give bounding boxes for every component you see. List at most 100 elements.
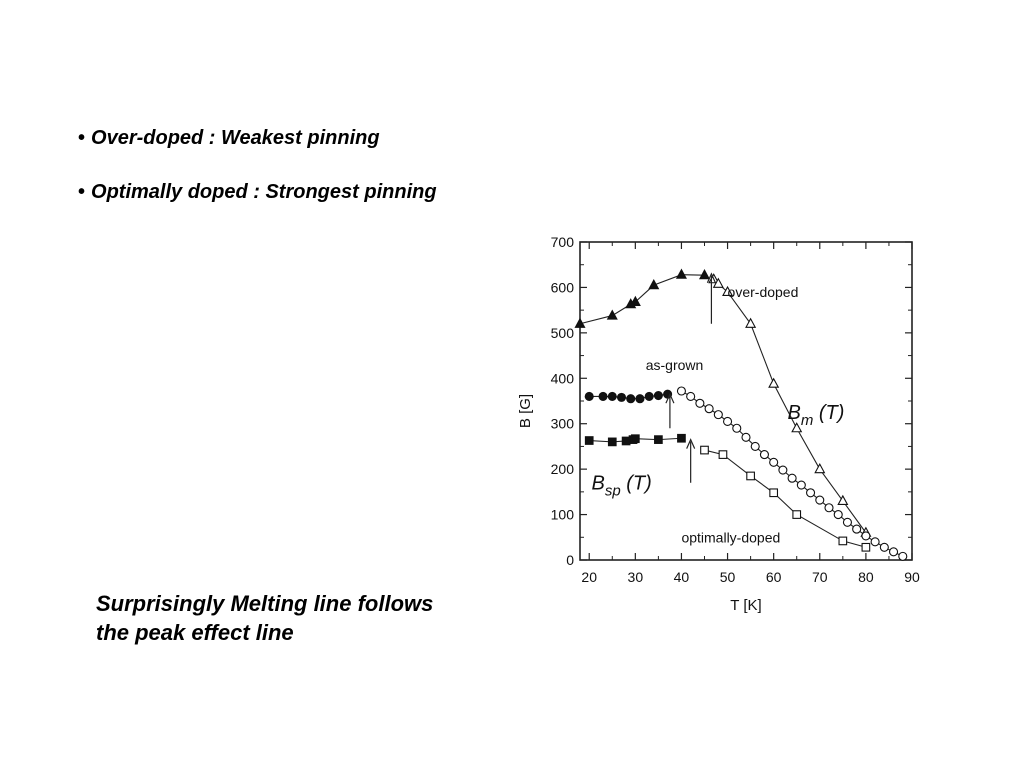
y-tick-label: 0 [566,552,574,568]
data-point [686,391,696,402]
data-point [852,524,862,534]
annotation-arrow [686,438,696,483]
data-point [769,488,779,498]
data-point [898,551,908,561]
annotation-label: Bm (T) [788,402,845,429]
data-point [653,390,663,401]
arrow-head [706,272,716,284]
data-point [741,432,751,442]
x-tick-label: 80 [858,569,874,585]
arrow-head [686,438,696,449]
series-over-doped [574,268,711,328]
data-point [607,391,617,402]
x-tick-label: 30 [628,569,644,585]
data-point [723,416,733,426]
data-point [745,317,757,328]
data-point [889,547,899,557]
data-point [838,536,848,546]
data-point [759,450,769,460]
annotation-label: over-doped [728,284,799,300]
data-point [732,423,742,433]
data-point [584,436,594,445]
bullet-optimally-doped: • Optimally doped : Strongest pinning [78,181,437,204]
x-axis-label: T [K] [730,597,761,614]
y-tick-label: 500 [551,325,575,341]
data-point [644,391,654,402]
data-point [746,471,755,481]
data-point [630,434,640,444]
bullet-text: Optimally doped : Strongest pinning [91,181,437,203]
annotation-label: optimally-doped [681,529,780,545]
data-point [606,309,618,320]
data-point [768,377,780,388]
data-point [695,398,705,408]
y-tick-label: 300 [551,416,575,432]
annotation-arrow [665,392,675,429]
data-point [677,433,686,443]
data-point [842,517,852,527]
data-point [806,488,816,498]
bullet-symbol: • [78,127,86,149]
x-tick-label: 50 [720,569,736,585]
caption-line: the peak effect line [96,620,294,645]
series-optimally-doped [700,445,871,552]
data-point [718,450,728,459]
arrow-head [665,392,675,404]
series-as-grown [676,386,908,561]
data-point [704,404,714,414]
bullet-symbol: • [78,181,86,203]
data-point [712,277,724,288]
caption-line: Surprisingly Melting line follows [96,591,434,616]
data-point [791,422,803,433]
data-point [814,462,826,474]
data-point [616,392,627,402]
data-point [861,531,871,541]
series-line [579,274,705,325]
data-point [629,295,641,307]
series-optimally-doped [584,433,686,447]
x-tick-label: 20 [581,569,597,585]
data-point [750,441,760,451]
data-point [713,410,723,420]
series-over-doped [708,273,872,537]
data-point [700,445,709,455]
annotation-label: as-grown [646,357,704,373]
annotation-arrow [706,272,716,324]
data-point [879,542,889,552]
bullet-text: Over-doped : Weakest pinning [91,127,380,149]
data-point [824,503,834,513]
data-point [607,437,617,447]
melting-line-chart: 20 30 40 50 60 70 80 90 0 100 200 300 400 500 600 700 T … [517,234,920,614]
data-point [626,394,636,404]
data-point [833,510,843,520]
y-tick-label: 700 [551,234,575,250]
data-point [635,394,645,404]
y-tick-label: 200 [551,461,575,477]
x-tick-label: 90 [904,569,920,585]
data-point [815,495,825,505]
data-point [698,269,711,280]
data-point [787,473,797,483]
y-tick-label: 600 [551,279,575,295]
data-point [870,537,880,547]
data-point [675,268,687,279]
x-tick-label: 70 [812,569,828,585]
x-tick-label: 40 [674,569,690,585]
data-point [722,285,734,297]
series-as-grown [584,389,673,404]
data-point [778,465,788,475]
caption: Surprisingly Melting line follows the pe… [96,589,433,647]
x-tick-label: 60 [766,569,782,585]
data-point [769,457,779,467]
data-point [837,494,849,505]
data-point [584,391,594,402]
data-point [796,480,806,490]
data-point [648,279,660,290]
data-point [861,542,871,552]
data-point [574,317,586,328]
y-axis-label: B [G] [517,394,534,428]
bullet-over-doped: • Over-doped : Weakest pinning [78,127,380,150]
y-tick-label: 100 [551,507,575,523]
data-point [598,391,608,402]
y-tick-label: 400 [551,370,575,386]
